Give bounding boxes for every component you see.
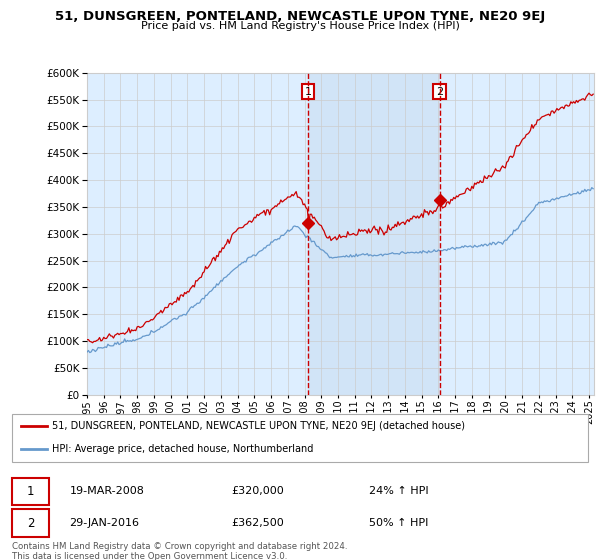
Text: 51, DUNSGREEN, PONTELAND, NEWCASTLE UPON TYNE, NE20 9EJ (detached house): 51, DUNSGREEN, PONTELAND, NEWCASTLE UPON…: [52, 421, 466, 431]
Text: HPI: Average price, detached house, Northumberland: HPI: Average price, detached house, Nort…: [52, 444, 314, 454]
Text: Contains HM Land Registry data © Crown copyright and database right 2024.
This d: Contains HM Land Registry data © Crown c…: [12, 542, 347, 560]
Text: Price paid vs. HM Land Registry's House Price Index (HPI): Price paid vs. HM Land Registry's House …: [140, 21, 460, 31]
FancyBboxPatch shape: [12, 510, 49, 537]
Text: 2: 2: [27, 517, 34, 530]
Text: 19-MAR-2008: 19-MAR-2008: [70, 487, 145, 496]
Text: 29-JAN-2016: 29-JAN-2016: [70, 519, 140, 528]
Text: 50% ↑ HPI: 50% ↑ HPI: [369, 519, 428, 528]
Text: 24% ↑ HPI: 24% ↑ HPI: [369, 487, 429, 496]
Text: £320,000: £320,000: [231, 487, 284, 496]
Text: 51, DUNSGREEN, PONTELAND, NEWCASTLE UPON TYNE, NE20 9EJ: 51, DUNSGREEN, PONTELAND, NEWCASTLE UPON…: [55, 10, 545, 23]
Text: 1: 1: [27, 485, 34, 498]
Text: 2: 2: [436, 87, 443, 96]
Text: £362,500: £362,500: [231, 519, 284, 528]
Text: 1: 1: [305, 87, 312, 96]
FancyBboxPatch shape: [12, 478, 49, 505]
FancyBboxPatch shape: [12, 414, 588, 462]
Bar: [308, 73, 440, 395]
